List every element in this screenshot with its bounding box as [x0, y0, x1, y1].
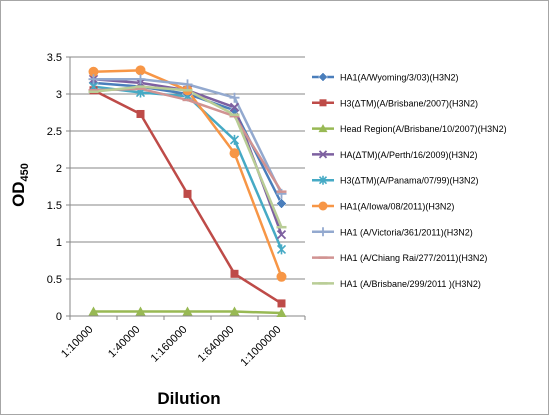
series-line-6 [93, 69, 283, 278]
y-tick-label: 0 [56, 311, 62, 323]
triangle-marker [276, 308, 287, 318]
y-axis-title-main: OD [9, 181, 28, 207]
x-marker [318, 150, 328, 159]
triangle-marker [135, 306, 146, 316]
y-tick-labels: 0 0.5 1 1.5 2 2.5 3 3.5 [47, 52, 62, 323]
x-tick-labels: 1:10000 1:40000 1:160000 1:640000 1:1000000 [59, 324, 284, 369]
legend-item-8: HA1 (A/Chiang Rai/277/2011)(H3N2) [312, 253, 487, 263]
legend-item-1: HA1(A/Wyoming/3/03)(H3N2) [312, 72, 458, 83]
series-markers-6 [88, 65, 287, 282]
circle-marker [276, 271, 287, 282]
circle-marker [229, 148, 240, 159]
x-tick-label: 1:160000 [149, 324, 190, 365]
star-marker [276, 244, 287, 255]
legend-item-2: H3(ΔTM)(A/Brisbane/2007)(H3N2) [312, 98, 478, 108]
legend-item-6: HA1(A/Iowa/08/2011)(H3N2) [312, 201, 454, 212]
y-tick-label: 3 [56, 89, 62, 101]
legend-item-5: H3(ΔTM)(A/Panama/07/99)(H3N2) [312, 176, 479, 186]
plus-marker [135, 74, 146, 85]
series-markers [88, 65, 287, 318]
star-marker [318, 175, 328, 185]
plus-marker [88, 74, 99, 85]
square-marker [230, 269, 239, 278]
series-markers-9 [88, 85, 287, 229]
y-tick-label: 2 [56, 163, 62, 175]
triangle-marker [88, 306, 99, 316]
legend-item-9: HA1 (A/Brisbane/299/2011 )(H3N2) [312, 279, 481, 289]
x-axis-title: Dilution [157, 389, 220, 408]
legend-label: H3(ΔTM)(A/Brisbane/2007)(H3N2) [340, 98, 478, 108]
series-markers-3 [88, 306, 287, 318]
legend-label: H3(ΔTM)(A/Panama/07/99)(H3N2) [340, 176, 479, 186]
axes [66, 56, 306, 320]
triangle-marker [229, 306, 240, 316]
legend-item-3: Head Region(A/Brisbane/10/2007)(H3N2) [312, 124, 507, 134]
star-marker [229, 134, 240, 145]
legend-item-4: HA(ΔTM)(A/Perth/16/2009)(H3N2) [312, 150, 478, 160]
y-axis-title-subscript: 450 [19, 163, 31, 181]
legend-label: HA1 (A/Chiang Rai/277/2011)(H3N2) [340, 253, 487, 263]
y-tick-label: 0.5 [47, 274, 62, 286]
plus-marker [182, 79, 193, 90]
legend: HA1(A/Wyoming/3/03)(H3N2) H3(ΔTM)(A/Brisb… [312, 72, 507, 289]
diamond-marker [276, 198, 287, 209]
plus-marker [229, 92, 240, 103]
triangle-marker [182, 306, 193, 316]
plus-marker [318, 227, 328, 237]
y-tick-label: 1.5 [47, 200, 62, 212]
x-tick-label: 1:640000 [196, 324, 237, 365]
x-marker [229, 102, 240, 112]
legend-label: HA1 (A/Brisbane/299/2011 )(H3N2) [340, 279, 481, 289]
series-markers-2 [89, 86, 286, 308]
square-marker [183, 189, 192, 198]
square-marker [277, 299, 286, 308]
x-marker [276, 229, 287, 240]
x-tick-label: 1:10000 [59, 324, 96, 361]
series-markers-8 [88, 87, 287, 193]
x-tick-label: 1:40000 [106, 324, 143, 361]
legend-label: HA1 (A/Victoria/361/2011)(H3N2) [340, 227, 473, 237]
triangle-marker [318, 124, 328, 133]
legend-item-7: HA1 (A/Victoria/361/2011)(H3N2) [312, 227, 473, 237]
square-marker [136, 109, 145, 118]
y-tick-label: 3.5 [47, 52, 62, 64]
legend-label: HA1(A/Iowa/08/2011)(H3N2) [340, 202, 454, 212]
legend-label: HA1(A/Wyoming/3/03)(H3N2) [340, 73, 458, 83]
legend-label: Head Region(A/Brisbane/10/2007)(H3N2) [340, 124, 507, 134]
circle-marker [318, 201, 328, 211]
y-tick-label: 2.5 [47, 126, 62, 138]
y-axis-title: OD450 [9, 163, 31, 207]
circle-marker [135, 65, 146, 76]
y-tick-label: 1 [56, 237, 62, 249]
circle-marker [88, 66, 99, 77]
legend-label: HA(ΔTM)(A/Perth/16/2009)(H3N2) [340, 150, 478, 160]
svg-text:OD450: OD450 [9, 163, 31, 207]
diamond-marker [318, 72, 328, 82]
series-markers-7 [88, 74, 287, 199]
x-tick-label: 1:1000000 [238, 324, 283, 369]
square-marker [319, 99, 327, 107]
